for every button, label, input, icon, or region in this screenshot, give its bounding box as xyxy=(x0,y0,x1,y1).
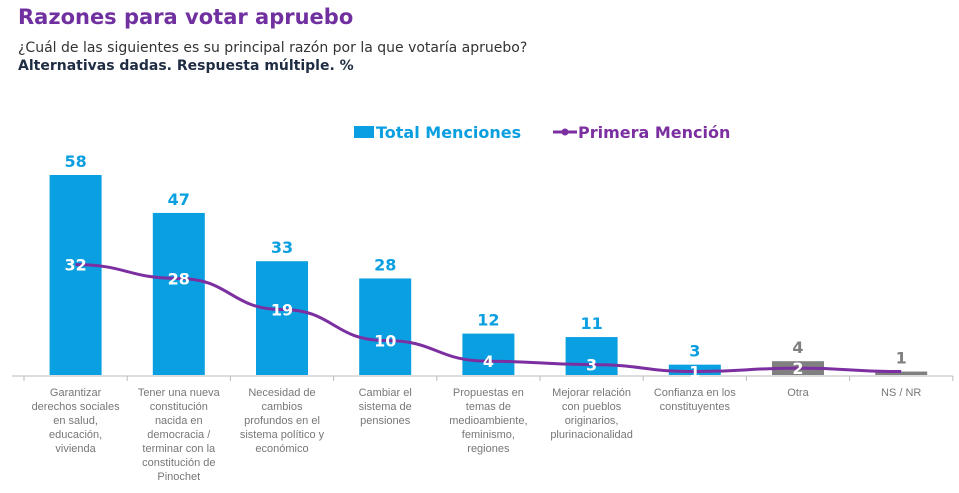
legend-primera-mencion: Primera Mención xyxy=(578,123,730,142)
answer-note: Alternativas dadas. Respuesta múltiple. … xyxy=(18,58,354,74)
bar xyxy=(875,371,928,375)
bar-value-label: 47 xyxy=(168,190,190,209)
bar xyxy=(256,261,308,375)
category-label: Cambiar el sistema de pensiones xyxy=(358,387,412,427)
bar-value-label: 33 xyxy=(271,238,293,257)
line-point-label: 4 xyxy=(483,352,494,371)
category-label: Otra xyxy=(787,387,809,399)
bar xyxy=(49,175,102,375)
category-label: Tener una nueva constitución nacida en d… xyxy=(137,387,220,483)
bar xyxy=(668,364,721,375)
primera-mencion-line xyxy=(75,263,902,374)
category-label: Mejorar relación con pueblos originarios… xyxy=(550,387,633,441)
question-text: ¿Cuál de las siguientes es su principal … xyxy=(18,40,528,56)
category-label: NS / NR xyxy=(881,387,922,399)
bar xyxy=(565,337,618,375)
line-point-label: 1 xyxy=(689,363,700,382)
bar-value-label: 3 xyxy=(689,342,700,361)
bar xyxy=(152,212,205,375)
line-point-label: 2 xyxy=(792,359,803,378)
line-point-label: 3 xyxy=(586,356,597,375)
bar-value-label: 12 xyxy=(477,311,499,330)
chart-title: Razones para votar apruebo xyxy=(18,5,354,29)
legend-bar-swatch xyxy=(354,126,374,138)
line-point-label: 10 xyxy=(374,332,396,351)
bar-value-label: 1 xyxy=(896,349,907,368)
category-label: Propuestas en temas de medioambiente, fe… xyxy=(449,387,528,455)
bar-value-label: 11 xyxy=(580,314,602,333)
legend-total-menciones: Total Menciones xyxy=(376,123,521,142)
category-label: Garantizar derechos sociales en salud, e… xyxy=(31,387,120,455)
bar-value-label: 4 xyxy=(792,338,803,357)
line-point-label: 28 xyxy=(168,269,190,288)
bar xyxy=(462,333,515,375)
line-point-label: 32 xyxy=(64,256,86,275)
legend-line-marker xyxy=(561,128,569,136)
line-point-label: 19 xyxy=(271,300,293,319)
category-label: Confianza en los constituyentes xyxy=(653,387,736,413)
bar-value-label: 28 xyxy=(374,255,396,274)
category-label: Necesidad de cambios profundos en el sis… xyxy=(239,387,325,455)
bar-value-label: 58 xyxy=(64,152,86,171)
bar xyxy=(359,278,412,375)
